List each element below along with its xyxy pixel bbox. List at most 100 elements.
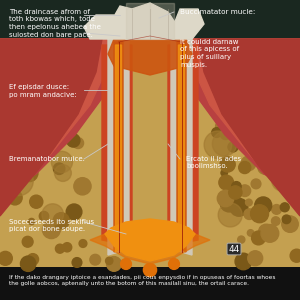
Polygon shape [0,39,126,195]
Circle shape [46,46,63,62]
Circle shape [8,190,22,205]
Circle shape [30,195,43,208]
Circle shape [244,209,255,219]
Circle shape [55,165,71,182]
Text: It couldd darnaw
of this apicess of
pius of suillary
muspis.: It couldd darnaw of this apicess of pius… [180,39,239,68]
Circle shape [4,166,33,196]
Circle shape [49,108,67,126]
Circle shape [268,156,296,184]
Circle shape [252,64,274,86]
Circle shape [272,134,282,144]
Circle shape [220,157,235,172]
Circle shape [169,259,179,269]
Circle shape [60,43,69,52]
Circle shape [272,205,281,214]
Circle shape [74,178,91,195]
Circle shape [50,100,61,111]
Polygon shape [171,39,192,255]
Circle shape [72,40,92,60]
Circle shape [28,38,50,59]
Polygon shape [168,45,198,246]
Circle shape [217,190,234,207]
Circle shape [72,258,82,267]
Circle shape [71,85,85,99]
Circle shape [53,163,65,175]
Circle shape [106,257,113,265]
Circle shape [262,108,281,127]
Circle shape [243,44,258,59]
Text: The draincase afrom of
toth kbowas which, tode
then epelonus ahebea the
suiosted: The draincase afrom of toth kbowas which… [9,9,101,38]
Polygon shape [84,15,120,39]
Polygon shape [174,39,300,195]
Circle shape [56,244,64,253]
Circle shape [280,203,289,212]
Circle shape [235,253,252,270]
Circle shape [54,110,61,118]
Circle shape [229,101,242,114]
Circle shape [67,134,80,147]
Circle shape [14,92,25,103]
Circle shape [261,224,279,242]
Circle shape [50,56,63,69]
Circle shape [259,224,274,240]
Circle shape [248,251,263,266]
Circle shape [21,164,38,182]
Circle shape [39,212,49,221]
Circle shape [41,108,50,116]
Circle shape [35,52,45,63]
Circle shape [73,110,84,121]
Circle shape [22,236,33,247]
Circle shape [66,204,82,220]
Circle shape [238,236,245,243]
Circle shape [282,186,291,195]
Circle shape [32,79,49,96]
Bar [0,0,300,39]
Circle shape [42,204,64,225]
Circle shape [218,203,242,227]
Circle shape [218,106,234,123]
Circle shape [274,47,282,54]
Circle shape [250,205,268,223]
Circle shape [47,69,58,81]
Text: Soceceseeds ito sekiflus
picat dor bone soupe.: Soceceseeds ito sekiflus picat dor bone … [9,219,94,232]
Circle shape [75,98,83,105]
Circle shape [264,130,278,144]
Circle shape [220,194,238,212]
Polygon shape [108,39,129,255]
Circle shape [282,103,298,120]
Circle shape [62,243,72,252]
Circle shape [20,256,36,272]
Circle shape [29,139,37,147]
Circle shape [23,146,33,155]
Circle shape [230,198,248,216]
Circle shape [228,38,237,47]
Circle shape [121,259,131,269]
Polygon shape [177,42,186,252]
Circle shape [239,185,250,197]
Circle shape [27,254,38,265]
Circle shape [282,215,291,224]
Circle shape [252,231,266,245]
Circle shape [52,124,67,139]
Circle shape [11,68,40,97]
Circle shape [51,151,73,172]
Circle shape [4,105,20,122]
Circle shape [28,218,35,225]
Circle shape [255,197,272,214]
Polygon shape [108,27,192,75]
Text: Ef episdar dusce:
po mram andacive:: Ef episdar dusce: po mram andacive: [9,84,77,98]
Circle shape [218,34,242,58]
Bar [0,267,300,300]
Circle shape [232,182,241,191]
Circle shape [212,132,237,156]
Circle shape [212,128,221,137]
Polygon shape [168,9,204,39]
Circle shape [271,133,278,141]
Circle shape [246,56,264,75]
Polygon shape [0,39,114,210]
Circle shape [143,263,157,277]
Circle shape [0,251,12,265]
Circle shape [232,109,248,124]
Circle shape [290,249,300,262]
Polygon shape [114,42,123,252]
